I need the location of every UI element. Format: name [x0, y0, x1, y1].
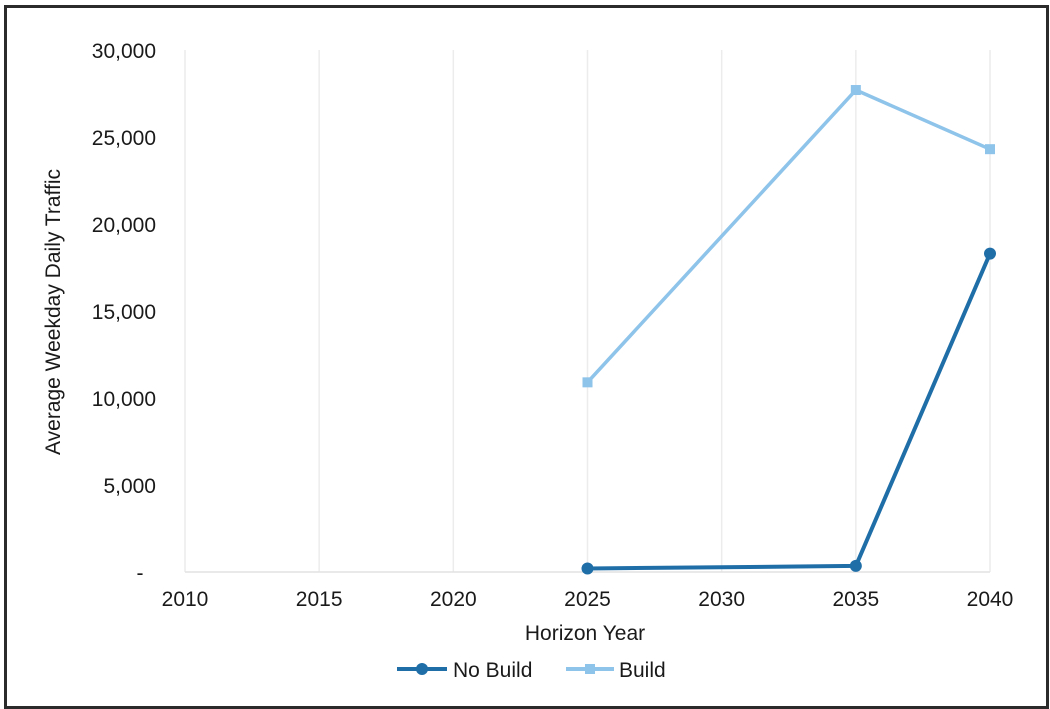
x-tick-label: 2020	[430, 588, 477, 611]
data-point-no-build	[849, 559, 862, 572]
x-tick-label: 2025	[564, 588, 611, 611]
x-tick-label: 2015	[296, 588, 343, 611]
data-point-build	[582, 377, 593, 388]
y-tick-label: -	[137, 562, 144, 585]
x-tick-label: 2030	[698, 588, 745, 611]
y-tick-label: 15,000	[92, 301, 156, 324]
legend: No Build Build	[397, 659, 666, 682]
x-tick-label: 2040	[967, 588, 1014, 611]
series-line-no-build	[587, 252, 992, 571]
y-tick-label: 20,000	[92, 214, 156, 237]
x-axis-title: Horizon Year	[525, 622, 645, 645]
y-tick-label: 30,000	[92, 40, 156, 63]
legend-label-build: Build	[619, 659, 666, 682]
legend-label-no-build: No Build	[453, 659, 532, 682]
chart-frame	[4, 5, 1049, 709]
x-tick-label: 2010	[162, 588, 209, 611]
data-point-no-build	[984, 247, 996, 260]
data-point-no-build	[581, 562, 594, 575]
data-point-build	[985, 144, 995, 155]
data-point-build	[850, 85, 861, 96]
legend-marker-no-build	[416, 663, 428, 675]
x-tick-label: 2035	[832, 588, 879, 611]
y-axis-title: Average Weekday Daily Traffic	[42, 169, 65, 455]
y-tick-label: 5,000	[103, 475, 156, 498]
y-axis-ticks: - 5,000 10,000 15,000 20,000 25,000 30,0…	[92, 40, 156, 585]
x-axis-ticks: 2010 2015 2020 2025 2030 2035 2040	[162, 588, 1014, 611]
y-tick-label: 10,000	[92, 388, 156, 411]
gridlines	[184, 50, 991, 573]
legend-marker-build	[585, 664, 595, 674]
series-group	[581, 85, 996, 575]
series-line-build	[586, 88, 991, 384]
y-tick-label: 25,000	[92, 127, 156, 150]
